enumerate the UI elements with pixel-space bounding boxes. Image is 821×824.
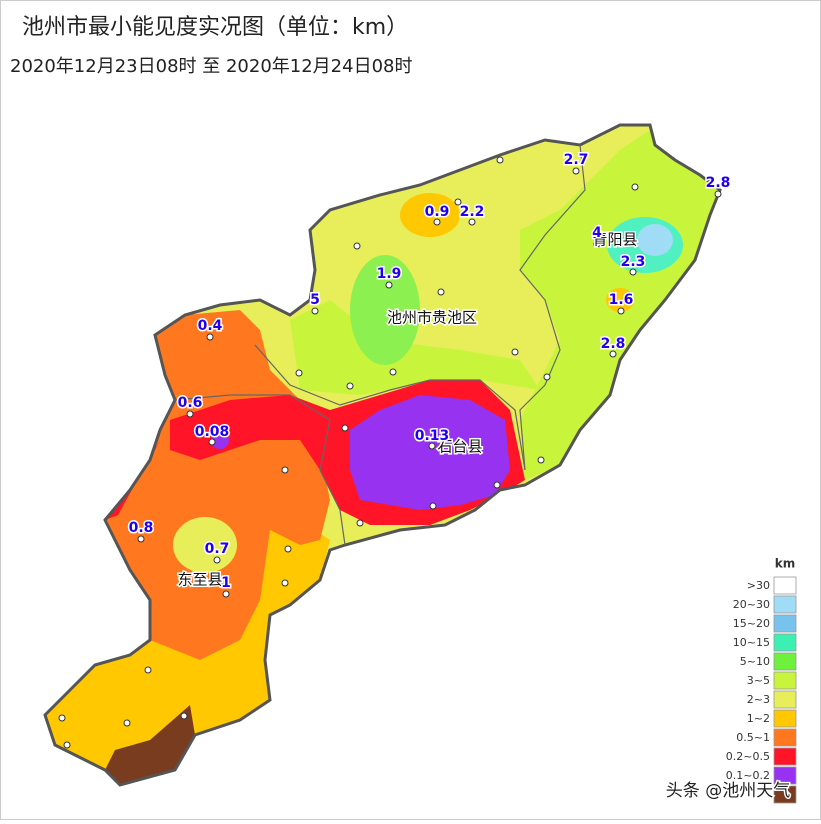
legend-swatch	[773, 652, 797, 671]
boundary	[519, 144, 586, 471]
station-value: 2.8	[706, 175, 731, 191]
station-value: 2.3	[621, 254, 646, 270]
boundary	[254, 344, 526, 471]
county-name: 东至县	[177, 571, 222, 589]
station-value: 0.6	[178, 395, 203, 411]
county-name: 石台县	[437, 438, 482, 456]
station-value: 0.08	[195, 424, 230, 440]
station-value: 0.7	[205, 541, 230, 557]
legend-label: 1~2	[747, 712, 770, 725]
legend-label: 20~30	[733, 598, 770, 611]
legend-title: km	[775, 557, 795, 571]
station-value: 5	[310, 292, 320, 308]
legend-swatch	[773, 576, 797, 595]
boundary	[174, 394, 346, 546]
legend-label: 15~20	[733, 617, 770, 630]
station-value: 2.7	[564, 152, 589, 168]
station-value: 1.6	[609, 292, 634, 308]
watermark: 头条 @池州天气	[666, 781, 790, 801]
legend-swatch	[773, 595, 797, 614]
legend-label: 2~3	[747, 693, 770, 706]
legend-label: 0.1~0.2	[726, 769, 770, 782]
station-value: 4	[592, 225, 602, 241]
legend-label: 10~15	[733, 636, 770, 649]
legend-label: 3~5	[747, 674, 770, 687]
legend-swatch	[773, 690, 797, 709]
legend-label: 0.2~0.5	[726, 750, 770, 763]
title: 池州市最小能见度实况图（单位：km）	[22, 15, 408, 40]
station-value: 0.8	[129, 520, 154, 536]
legend-label: >30	[747, 579, 770, 592]
station-value: 2.8	[601, 336, 626, 352]
legend-swatch	[773, 633, 797, 652]
station-value: 0.4	[198, 318, 223, 334]
legend-label: 5~10	[740, 655, 770, 668]
station-value: 1	[221, 575, 231, 591]
station-value: 2.2	[460, 204, 485, 220]
station-value: 1.9	[377, 266, 402, 282]
legend-swatch	[773, 709, 797, 728]
station-value: 0.13	[415, 428, 450, 444]
county-name: 青阳县	[592, 231, 637, 249]
legend-label: 0.5~1	[736, 731, 770, 744]
subtitle: 2020年12月23日08时 至 2020年12月24日08时	[10, 56, 413, 77]
legend-swatch	[773, 671, 797, 690]
station-dots	[58, 156, 722, 749]
legend-swatch	[773, 747, 797, 766]
county-name: 池州市贵池区	[387, 309, 477, 327]
legend-swatch	[773, 766, 797, 785]
legend: km >30 20~30 15~20 10~15 5~10 3~5 2~3 1~2 0.5~1 0…	[726, 557, 797, 804]
station-value: 0.9	[425, 204, 450, 220]
legend-swatch	[773, 614, 797, 633]
legend-swatch	[773, 728, 797, 747]
legend-swatch	[773, 785, 797, 804]
